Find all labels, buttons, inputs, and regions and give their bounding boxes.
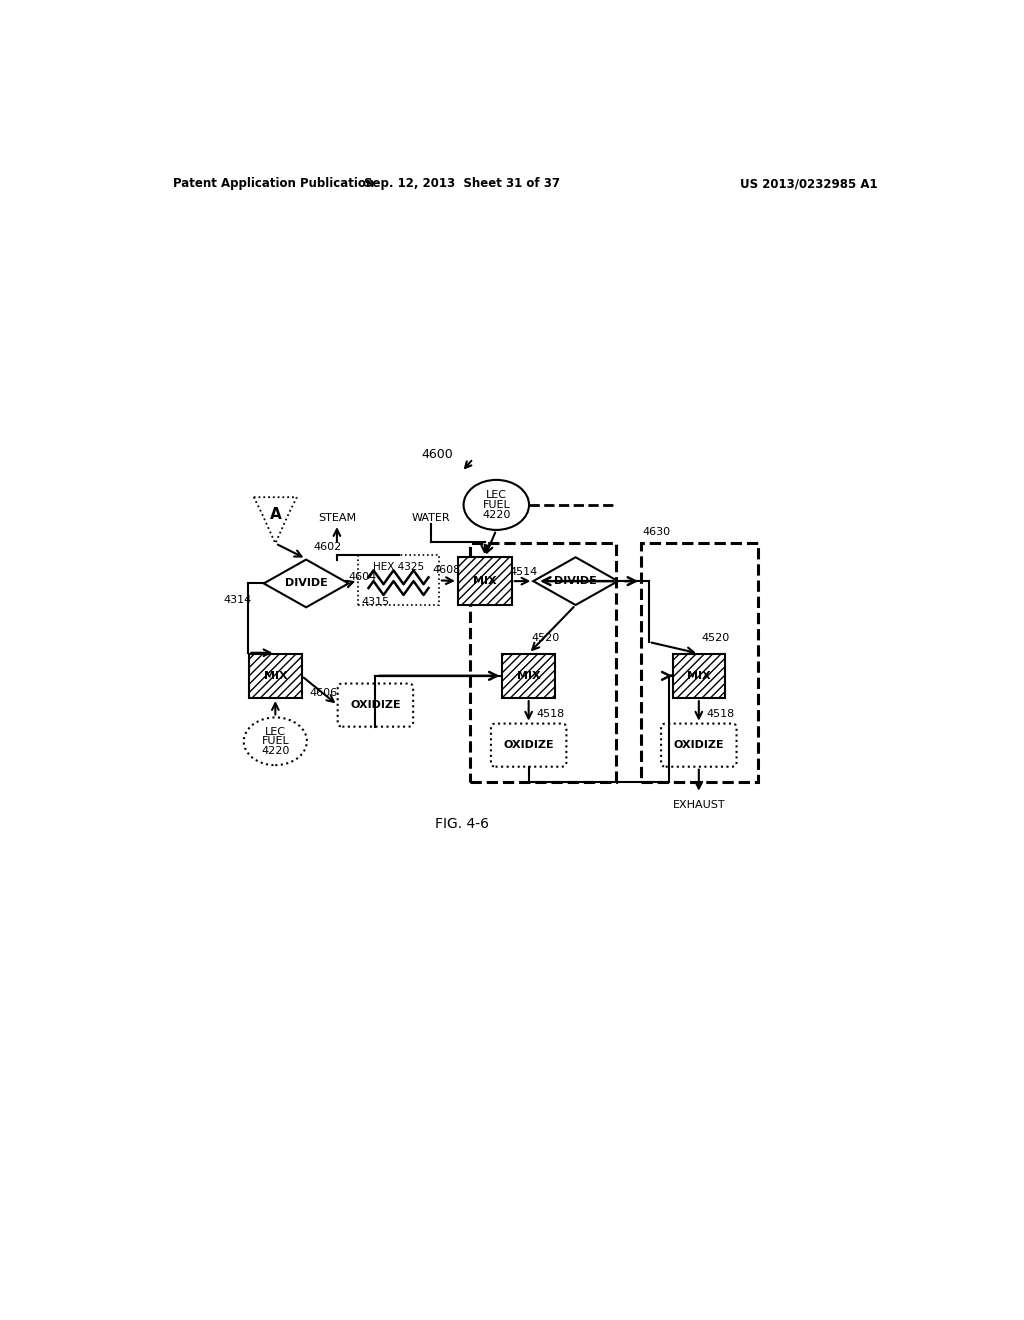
Bar xyxy=(249,653,301,698)
Text: 4314: 4314 xyxy=(223,595,252,606)
Bar xyxy=(503,653,555,698)
Text: 4606: 4606 xyxy=(310,688,338,698)
Text: 4602: 4602 xyxy=(313,543,342,552)
Text: LEC: LEC xyxy=(485,490,507,500)
Text: 4608: 4608 xyxy=(433,565,461,576)
Text: OXIDIZE: OXIDIZE xyxy=(504,741,554,750)
Bar xyxy=(641,544,758,781)
Polygon shape xyxy=(254,498,297,544)
Text: 4514: 4514 xyxy=(510,566,539,577)
Text: OXIDIZE: OXIDIZE xyxy=(674,741,724,750)
Text: 4220: 4220 xyxy=(482,510,511,520)
Text: WATER: WATER xyxy=(412,513,451,523)
Text: 4604: 4604 xyxy=(348,573,377,582)
Text: 4520: 4520 xyxy=(701,634,730,643)
Bar xyxy=(673,653,725,698)
Text: Sep. 12, 2013  Sheet 31 of 37: Sep. 12, 2013 Sheet 31 of 37 xyxy=(364,177,560,190)
Text: FIG. 4-6: FIG. 4-6 xyxy=(434,817,488,832)
Text: 4518: 4518 xyxy=(707,709,734,719)
FancyBboxPatch shape xyxy=(662,723,736,767)
Ellipse shape xyxy=(244,718,307,766)
Text: 4220: 4220 xyxy=(261,746,290,755)
Text: FUEL: FUEL xyxy=(261,737,289,746)
Text: Patent Application Publication: Patent Application Publication xyxy=(173,177,374,190)
Bar xyxy=(458,557,512,605)
Text: A: A xyxy=(269,507,282,523)
Text: DIVIDE: DIVIDE xyxy=(554,576,597,586)
Bar xyxy=(503,653,555,698)
Text: MIX: MIX xyxy=(517,671,541,681)
Text: OXIDIZE: OXIDIZE xyxy=(350,700,400,710)
Text: 4630: 4630 xyxy=(642,527,671,537)
FancyBboxPatch shape xyxy=(338,684,413,726)
Text: DIVIDE: DIVIDE xyxy=(285,578,328,589)
Text: 4518: 4518 xyxy=(537,709,564,719)
Text: EXHAUST: EXHAUST xyxy=(673,800,725,810)
Bar xyxy=(249,653,301,698)
Bar xyxy=(458,557,512,605)
Text: LEC: LEC xyxy=(265,727,286,737)
Text: FUEL: FUEL xyxy=(482,500,510,510)
Bar xyxy=(470,544,616,781)
Text: MIX: MIX xyxy=(473,576,497,586)
Text: US 2013/0232985 A1: US 2013/0232985 A1 xyxy=(739,177,878,190)
Text: 4315: 4315 xyxy=(361,597,389,607)
FancyBboxPatch shape xyxy=(490,723,566,767)
Bar xyxy=(358,556,439,606)
Ellipse shape xyxy=(464,480,529,529)
Text: 4600: 4600 xyxy=(421,449,453,462)
Bar xyxy=(673,653,725,698)
Text: MIX: MIX xyxy=(263,671,287,681)
Text: STEAM: STEAM xyxy=(317,513,356,523)
Text: HEX 4325: HEX 4325 xyxy=(373,561,424,572)
Text: 4520: 4520 xyxy=(531,634,560,643)
Text: MIX: MIX xyxy=(687,671,711,681)
